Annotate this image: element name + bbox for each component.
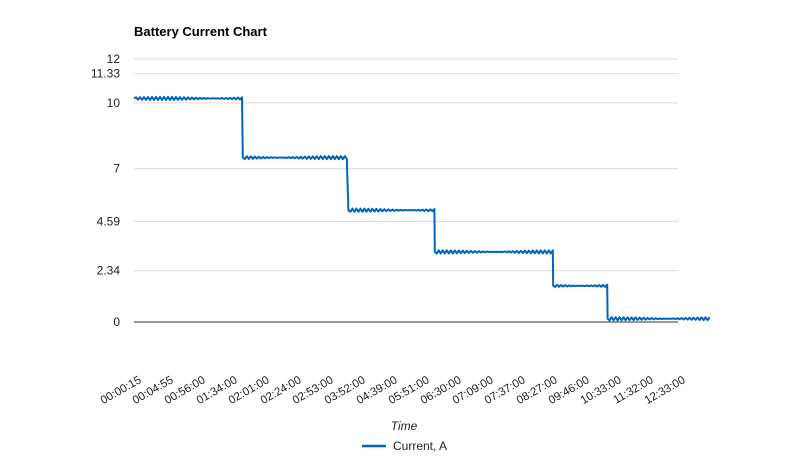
y-tick-label: 12 <box>107 52 121 66</box>
legend[interactable]: Current, A <box>362 439 447 453</box>
y-tick-label: 2.34 <box>97 264 121 278</box>
series-lines <box>133 95 711 322</box>
x-axis-ticks: 00:00:1500:04:5500:56:0001:34:0002:01:00… <box>99 374 688 407</box>
grid-lines <box>134 58 678 272</box>
series-line-current <box>133 95 711 322</box>
y-tick-label: 4.59 <box>97 214 121 228</box>
x-axis-label: Time <box>391 419 418 433</box>
legend-label: Current, A <box>393 439 447 453</box>
y-tick-label: 10 <box>107 96 121 110</box>
y-tick-label: 7 <box>113 162 120 176</box>
y-tick-label: 11.33 <box>91 67 120 81</box>
chart-title: Battery Current Chart <box>134 24 268 39</box>
y-tick-label: 0 <box>113 315 120 329</box>
